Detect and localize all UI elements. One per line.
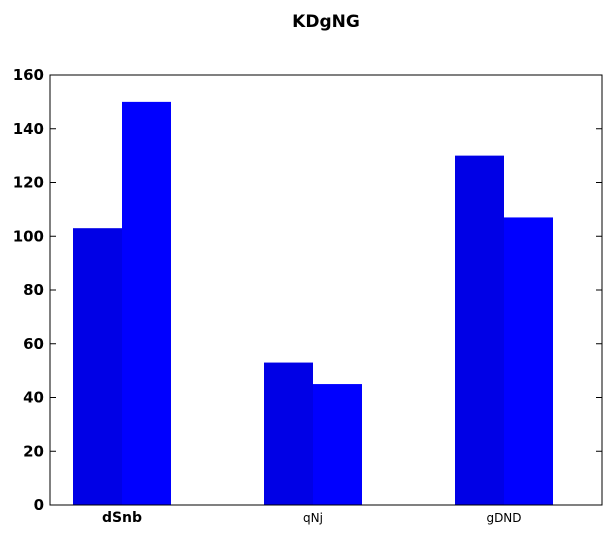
y-tick-label: 60 [23, 335, 44, 353]
y-tick-label: 160 [13, 66, 44, 84]
x-axis: dSnb qNj gDND [102, 510, 522, 526]
y-tick-label: 0 [34, 496, 44, 514]
y-axis: 0 20 40 60 80 100 120 140 160 [13, 66, 602, 514]
x-tick-label: gDND [486, 511, 521, 525]
bar-qNj-2 [313, 384, 362, 505]
y-tick-label: 100 [13, 227, 44, 245]
bar-qNj-1 [264, 362, 313, 505]
y-tick-label: 80 [23, 281, 44, 299]
bar-dSnb-1 [73, 228, 122, 505]
bar-gDND-2 [504, 217, 553, 505]
y-tick-label: 40 [23, 389, 44, 407]
chart-title: KDgNG [292, 12, 360, 32]
x-tick-label: qNj [303, 511, 323, 525]
y-tick-label: 140 [13, 120, 44, 138]
y-tick-label: 120 [13, 174, 44, 192]
y-tick-label: 20 [23, 442, 44, 460]
bars-group [73, 101, 553, 505]
bar-gDND-1 [455, 155, 504, 505]
bar-dSnb-2 [122, 101, 171, 505]
x-tick-label: dSnb [102, 510, 142, 526]
